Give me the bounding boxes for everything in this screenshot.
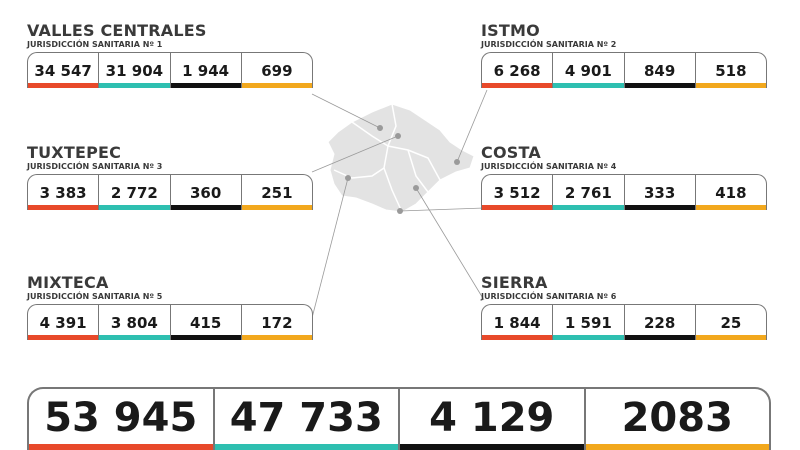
stat-value: 1 591 [552, 305, 624, 340]
stat-value: 251 [240, 175, 312, 210]
stat-value: 849 [623, 53, 696, 88]
stat-value: 3 383 [28, 175, 99, 210]
total-value: 4 129 [398, 389, 584, 450]
leader-lines [311, 89, 488, 319]
region-jurisdiction: JURISDICCIÓN SANITARIA Nº 3 [27, 162, 163, 171]
dot-mixteca [345, 175, 351, 181]
region-name: COSTA [481, 143, 541, 162]
stat-value: 2 772 [98, 175, 170, 210]
region-name: SIERRA [481, 273, 548, 292]
region-stats: 6 268 4 901 849 518 [481, 52, 767, 88]
leader-line-tuxtepec [311, 135, 399, 173]
total-value: 47 733 [212, 389, 399, 450]
stat-value: 2 761 [552, 175, 624, 210]
region-stats: 1 844 1 591 228 25 [481, 304, 767, 340]
stat-value: 418 [694, 175, 766, 210]
total-value: 2083 [583, 389, 770, 450]
region-istmo: ISTMO JURISDICCIÓN SANITARIA Nº 2 6 268 … [481, 22, 767, 88]
region-name: VALLES CENTRALES [27, 21, 207, 40]
region-tuxtepec: TUXTEPEC JURISDICCIÓN SANITARIA Nº 3 3 3… [27, 144, 313, 210]
map-dots [345, 125, 460, 214]
stat-value: 6 268 [482, 53, 553, 88]
stat-value: 415 [169, 305, 242, 340]
total-value: 53 945 [29, 389, 213, 450]
region-jurisdiction: JURISDICCIÓN SANITARIA Nº 6 [481, 292, 617, 301]
region-name: MIXTECA [27, 273, 109, 292]
dot-costa [397, 208, 403, 214]
stat-value: 3 512 [482, 175, 553, 210]
region-valles-centrales: VALLES CENTRALES JURISDICCIÓN SANITARIA … [27, 22, 313, 88]
leader-line-sierra [415, 187, 485, 301]
stat-value: 699 [240, 53, 312, 88]
stat-value: 1 844 [482, 305, 553, 340]
region-sierra: SIERRA JURISDICCIÓN SANITARIA Nº 6 1 844… [481, 274, 767, 340]
region-costa: COSTA JURISDICCIÓN SANITARIA Nº 4 3 512 … [481, 144, 767, 210]
map-shape [327, 103, 475, 213]
dot-sierra [413, 185, 419, 191]
leader-line-istmo [456, 89, 488, 163]
region-name: ISTMO [481, 21, 540, 40]
stat-value: 4 901 [552, 53, 624, 88]
region-stats: 4 391 3 804 415 172 [27, 304, 313, 340]
region-stats: 3 512 2 761 333 418 [481, 174, 767, 210]
totals-bar: 53 945 47 733 4 129 2083 [27, 387, 771, 450]
leader-line-costa [399, 207, 485, 212]
region-jurisdiction: JURISDICCIÓN SANITARIA Nº 5 [27, 292, 163, 301]
stat-value: 360 [169, 175, 242, 210]
stat-value: 172 [240, 305, 312, 340]
region-jurisdiction: JURISDICCIÓN SANITARIA Nº 1 [27, 40, 163, 49]
stat-value: 518 [694, 53, 766, 88]
dot-tuxtepec [395, 133, 401, 139]
stat-value: 3 804 [98, 305, 170, 340]
stat-value: 228 [623, 305, 696, 340]
stat-value: 1 944 [169, 53, 242, 88]
region-jurisdiction: JURISDICCIÓN SANITARIA Nº 2 [481, 40, 617, 49]
region-name: TUXTEPEC [27, 143, 122, 162]
region-mixteca: MIXTECA JURISDICCIÓN SANITARIA Nº 5 4 39… [27, 274, 313, 340]
dot-istmo [454, 159, 460, 165]
stat-value: 4 391 [28, 305, 99, 340]
stat-value: 333 [623, 175, 696, 210]
leader-line-mixteca [311, 177, 349, 319]
stat-value: 25 [694, 305, 766, 340]
region-stats: 34 547 31 904 1 944 699 [27, 52, 313, 88]
region-stats: 3 383 2 772 360 251 [27, 174, 313, 210]
stat-value: 31 904 [98, 53, 170, 88]
stat-value: 34 547 [28, 53, 99, 88]
region-jurisdiction: JURISDICCIÓN SANITARIA Nº 4 [481, 162, 617, 171]
dot-valles [377, 125, 383, 131]
leader-line-valles [311, 93, 381, 129]
